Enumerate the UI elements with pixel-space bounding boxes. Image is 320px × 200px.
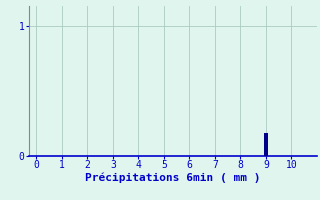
Bar [264,133,268,156]
X-axis label: Précipitations 6min ( mm ): Précipitations 6min ( mm ) [85,173,260,183]
